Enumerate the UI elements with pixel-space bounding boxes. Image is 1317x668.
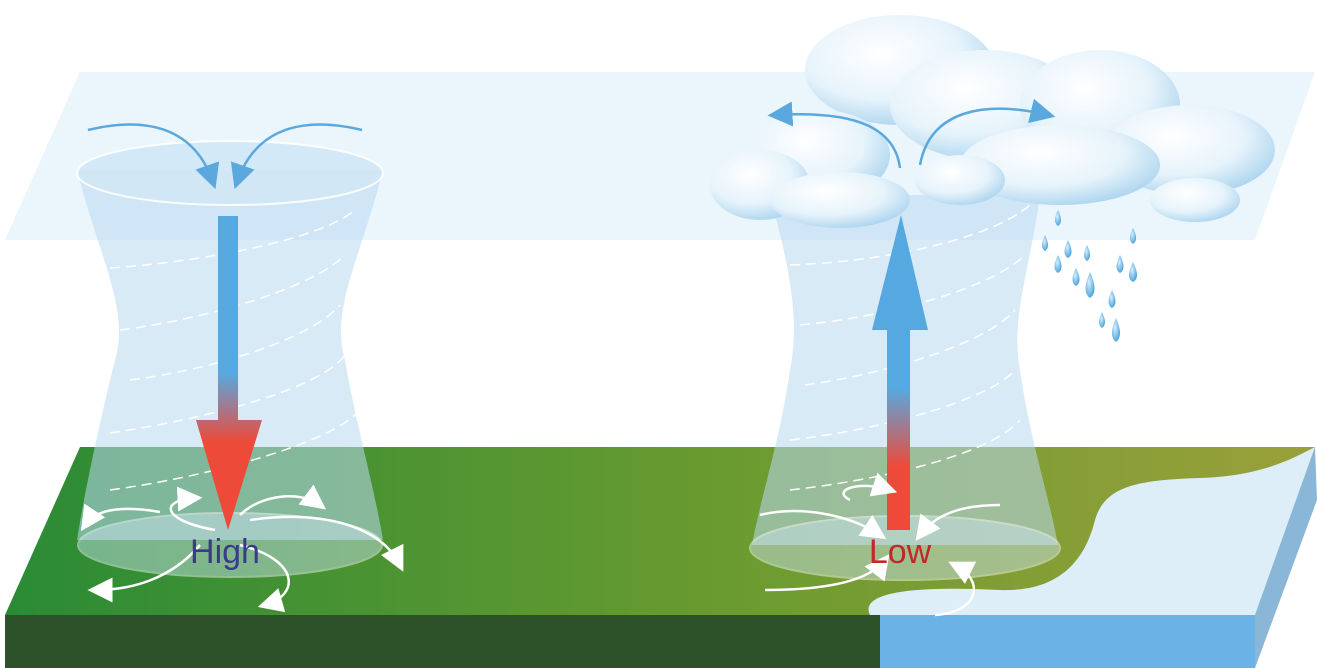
clouds: [710, 15, 1275, 228]
high-label: High: [190, 533, 260, 571]
inflow-arrow: [87, 123, 220, 190]
low-label: Low: [869, 533, 932, 571]
water-front: [880, 615, 1255, 668]
inflow-arrow: [230, 123, 363, 190]
high-spiral: [109, 209, 361, 491]
water-surface: [868, 447, 1315, 615]
low-inflow: [759, 472, 1001, 617]
high-outflow: [80, 484, 404, 613]
rising-air-arrow: [872, 215, 928, 530]
raindrops: [1042, 210, 1137, 342]
outflow-arrow: [918, 98, 1056, 166]
high-funnel-top: [76, 140, 384, 206]
low-spiral: [789, 204, 1031, 491]
ground-front: [5, 615, 880, 668]
water-side: [1255, 447, 1317, 668]
sinking-air-arrow: [196, 216, 262, 530]
outflow-arrow: [767, 101, 902, 169]
